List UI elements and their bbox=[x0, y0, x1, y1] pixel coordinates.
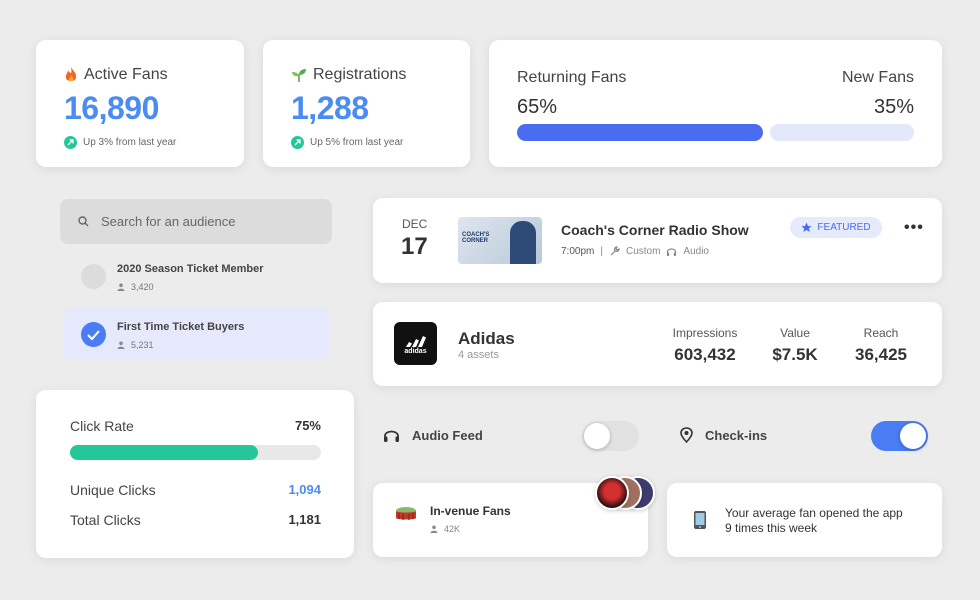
sprout-icon bbox=[292, 69, 306, 82]
active-fans-card: Active Fans 16,890 Up 3% from last year bbox=[36, 40, 244, 167]
smartphone-icon bbox=[694, 511, 706, 529]
trend-up-icon bbox=[64, 136, 77, 149]
audience-name: 2020 Season Ticket Member bbox=[117, 263, 264, 275]
registrations-title: Registrations bbox=[291, 66, 406, 84]
returning-fans-label: Returning Fans bbox=[517, 69, 627, 86]
active-fans-title: Active Fans bbox=[64, 66, 168, 84]
insight-card: Your average fan opened the app 9 times … bbox=[667, 483, 942, 557]
headphones-icon bbox=[667, 248, 677, 256]
adidas-stripes-icon bbox=[405, 335, 426, 347]
event-thumb-text: COACH'S CORNER bbox=[462, 232, 490, 244]
reach-metric: Reach 36,425 bbox=[855, 326, 907, 364]
avatar bbox=[595, 476, 629, 510]
audience-item-selected[interactable]: First Time Ticket Buyers 5,231 bbox=[64, 308, 329, 360]
click-rate-value: 75% bbox=[294, 418, 321, 433]
click-rate-fill bbox=[70, 445, 259, 460]
flame-icon bbox=[65, 67, 77, 82]
active-fans-value: 16,890 bbox=[64, 90, 159, 126]
user-icon bbox=[430, 525, 438, 533]
check-ins-toggle[interactable] bbox=[871, 421, 928, 451]
event-meta: 7:00pm | Custom Audio bbox=[561, 246, 709, 257]
sponsor-assets: 4 assets bbox=[458, 349, 499, 361]
coach-figure bbox=[510, 221, 536, 264]
sponsor-card[interactable]: adidas Adidas 4 assets Impressions 603,4… bbox=[373, 302, 942, 386]
registrations-value: 1,288 bbox=[291, 90, 369, 126]
featured-badge: FEATURED bbox=[790, 217, 882, 238]
audience-count: 5,231 bbox=[117, 340, 154, 350]
new-fans-pct: 35% bbox=[873, 96, 914, 118]
location-pin-icon bbox=[680, 427, 693, 443]
meta-divider: | bbox=[600, 246, 603, 257]
invenue-title: In-venue Fans bbox=[430, 504, 511, 518]
total-clicks-label: Total Clicks bbox=[70, 512, 141, 528]
insight-text: Your average fan opened the app 9 times … bbox=[725, 506, 903, 535]
star-icon bbox=[801, 222, 812, 232]
fan-avatars bbox=[595, 476, 659, 510]
registrations-trend: Up 5% from last year bbox=[291, 136, 403, 149]
unchecked-circle-icon[interactable] bbox=[81, 264, 106, 289]
event-day: 17 bbox=[401, 233, 428, 260]
event-card[interactable]: DEC 17 COACH'S CORNER Coach's Corner Rad… bbox=[373, 198, 942, 283]
registrations-card: Registrations 1,288 Up 5% from last year bbox=[263, 40, 470, 167]
adidas-wordmark: adidas bbox=[404, 347, 427, 355]
audience-search-input[interactable]: Search for an audience bbox=[60, 199, 332, 244]
check-circle-icon[interactable] bbox=[81, 322, 106, 347]
returning-fans-pct: 65% bbox=[517, 96, 558, 118]
fan-split-card: Returning Fans New Fans 65% 35% bbox=[489, 40, 942, 167]
trend-up-icon bbox=[291, 136, 304, 149]
audience-item[interactable]: 2020 Season Ticket Member 3,420 bbox=[64, 250, 329, 302]
event-month: DEC bbox=[402, 217, 428, 231]
click-rate-label: Click Rate bbox=[70, 418, 134, 434]
wrench-icon bbox=[610, 246, 620, 256]
check-ins-label: Check-ins bbox=[680, 427, 767, 443]
unique-clicks-label: Unique Clicks bbox=[70, 482, 156, 498]
user-icon bbox=[117, 283, 125, 291]
adidas-logo: adidas bbox=[394, 322, 437, 365]
event-thumbnail: COACH'S CORNER bbox=[458, 217, 542, 264]
total-clicks-value: 1,181 bbox=[288, 512, 321, 527]
audience-count: 3,420 bbox=[117, 282, 154, 292]
audience-name: First Time Ticket Buyers bbox=[117, 321, 245, 333]
more-options-icon[interactable]: ••• bbox=[904, 219, 924, 236]
new-fans-bar bbox=[770, 124, 914, 141]
click-stats-card: Click Rate 75% Unique Clicks 1,094 Total… bbox=[36, 390, 354, 558]
toggle-knob bbox=[584, 423, 610, 449]
toggle-knob bbox=[900, 423, 926, 449]
search-placeholder: Search for an audience bbox=[101, 214, 236, 229]
impressions-metric: Impressions 603,432 bbox=[672, 326, 738, 364]
search-icon bbox=[78, 216, 89, 227]
new-fans-label: New Fans bbox=[841, 69, 914, 86]
audio-feed-label: Audio Feed bbox=[383, 428, 483, 443]
headphones-icon bbox=[384, 430, 399, 442]
returning-fans-bar bbox=[517, 124, 763, 141]
value-metric: Value $7.5K bbox=[772, 326, 818, 364]
sponsor-name: Adidas bbox=[458, 329, 515, 348]
audio-feed-toggle[interactable] bbox=[582, 421, 639, 451]
invenue-count: 42K bbox=[430, 524, 460, 534]
event-title[interactable]: Coach's Corner Radio Show bbox=[561, 222, 749, 238]
unique-clicks-value: 1,094 bbox=[288, 482, 321, 497]
active-fans-trend: Up 3% from last year bbox=[64, 136, 176, 149]
stadium-icon bbox=[396, 507, 416, 520]
user-icon bbox=[117, 341, 125, 349]
click-rate-track bbox=[70, 445, 321, 460]
